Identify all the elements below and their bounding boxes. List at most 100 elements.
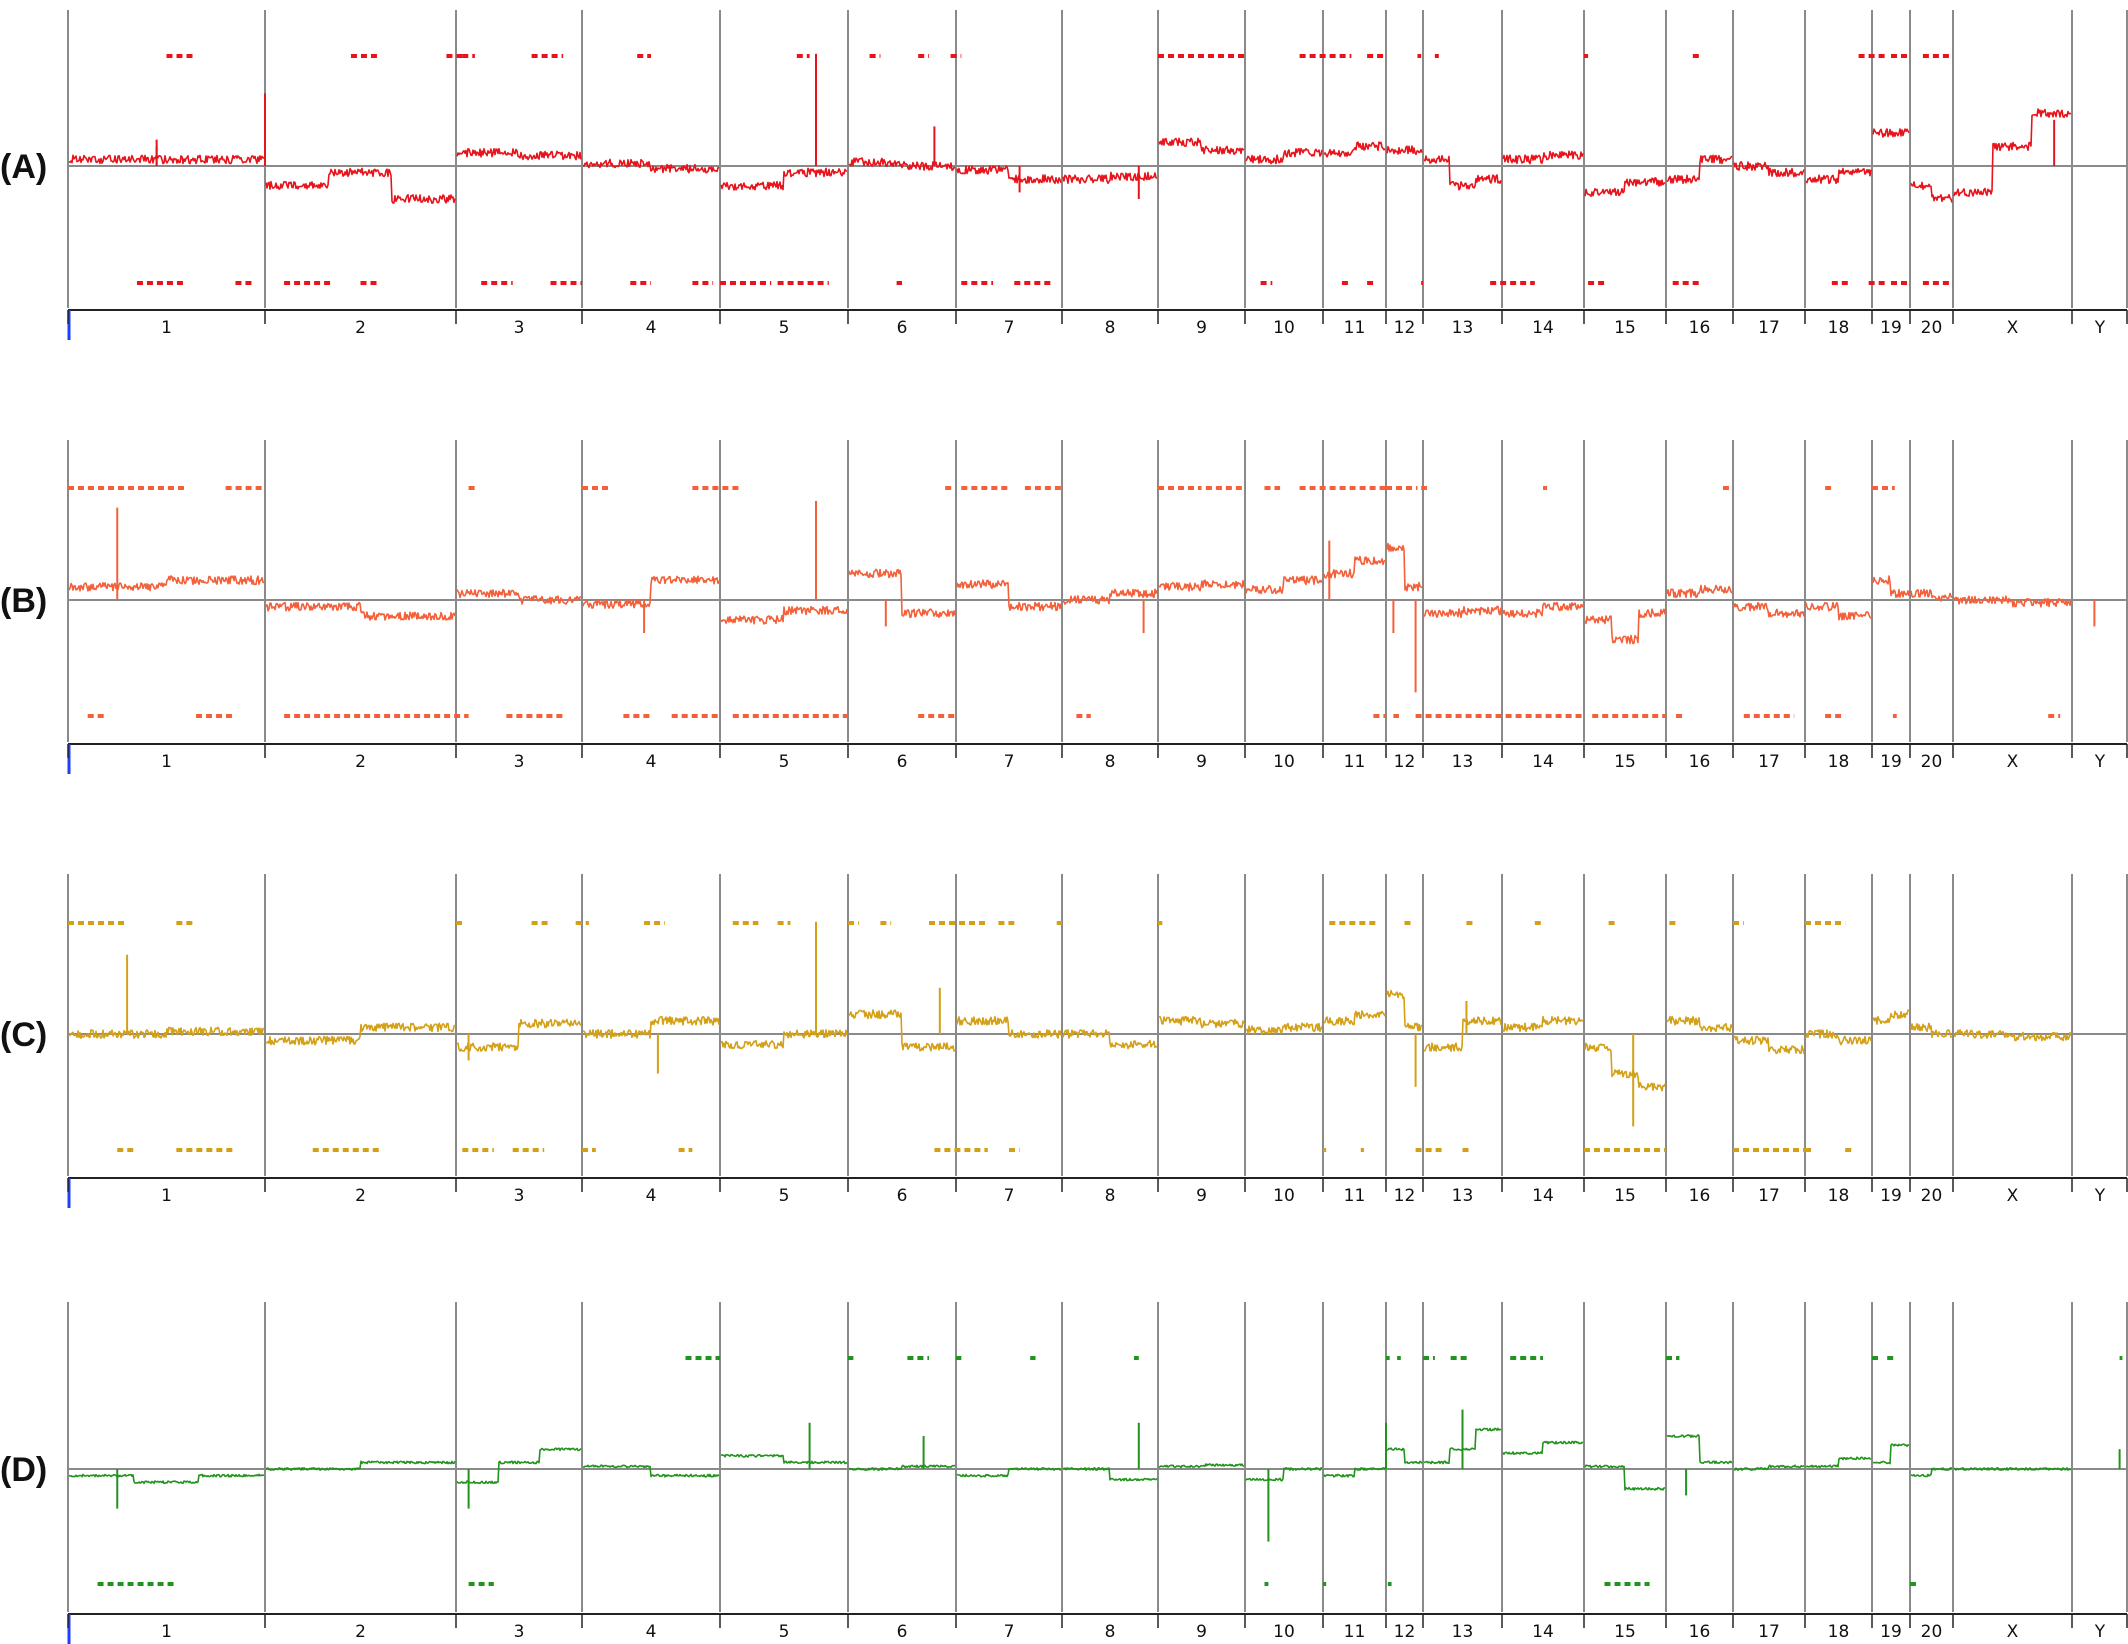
chromosome-label: 9 bbox=[1196, 1622, 1207, 1642]
chromosome-label: 5 bbox=[779, 1622, 790, 1642]
chromosome-label: 3 bbox=[514, 752, 525, 772]
chromosome-label: 2 bbox=[355, 318, 366, 338]
chromosome-label: 12 bbox=[1394, 752, 1416, 772]
chromosome-label: 14 bbox=[1532, 1622, 1554, 1642]
chr-X-ratio-trace bbox=[1953, 1467, 2072, 1471]
chr-3-ratio-trace bbox=[456, 588, 582, 605]
chr-20-ratio-trace bbox=[1910, 1467, 1953, 1478]
chr-18-ratio-trace bbox=[1805, 601, 1872, 621]
chromosome-label: 17 bbox=[1758, 752, 1780, 772]
chr-1-ratio-trace bbox=[68, 1473, 265, 1485]
chromosome-label: 17 bbox=[1758, 318, 1780, 338]
chr-8-ratio-trace bbox=[1062, 1029, 1158, 1050]
chromosome-label: 11 bbox=[1344, 752, 1366, 772]
chromosome-label: 10 bbox=[1273, 752, 1295, 772]
chromosome-label: X bbox=[2007, 1186, 2019, 1206]
chr-15-ratio-trace bbox=[1584, 608, 1666, 645]
chromosome-label: 10 bbox=[1273, 1622, 1295, 1642]
chromosome-label: 3 bbox=[514, 1186, 525, 1206]
chromosome-label: 3 bbox=[514, 318, 525, 338]
chromosome-label: 11 bbox=[1344, 1622, 1366, 1642]
chromosome-label: 15 bbox=[1614, 1622, 1636, 1642]
chromosome-label: 6 bbox=[897, 1186, 908, 1206]
chromosome-label: 14 bbox=[1532, 752, 1554, 772]
chromosome-label: 18 bbox=[1828, 1186, 1850, 1206]
chr-18-ratio-trace bbox=[1805, 1456, 1872, 1469]
chr-2-ratio-trace bbox=[265, 1022, 456, 1046]
chromosome-label: 16 bbox=[1689, 1622, 1711, 1642]
chr-3-ratio-trace bbox=[456, 1447, 582, 1485]
chromosome-label: 13 bbox=[1452, 752, 1474, 772]
chr-14-ratio-trace bbox=[1502, 1015, 1584, 1033]
chr-10-ratio-trace bbox=[1245, 1467, 1322, 1482]
chr-19-ratio-trace bbox=[1872, 128, 1910, 138]
chr-7-ratio-trace bbox=[956, 1467, 1062, 1478]
chr-10-ratio-trace bbox=[1245, 575, 1323, 595]
chromosome-label: 4 bbox=[646, 318, 657, 338]
chromosome-label: X bbox=[2007, 752, 2019, 772]
chr-8-ratio-trace bbox=[1062, 588, 1158, 605]
chromosome-label: 19 bbox=[1880, 1622, 1902, 1642]
chr-17-ratio-trace bbox=[1733, 1464, 1805, 1471]
chromosome-label: 12 bbox=[1394, 1186, 1416, 1206]
chromosome-label: X bbox=[2007, 318, 2019, 338]
chromosome-label: 5 bbox=[779, 318, 790, 338]
chromosome-label: 7 bbox=[1004, 752, 1015, 772]
chromosome-label: 18 bbox=[1828, 1622, 1850, 1642]
chr-5-ratio-trace bbox=[720, 1453, 848, 1465]
chromosome-label: 8 bbox=[1105, 318, 1116, 338]
chromosome-label: 20 bbox=[1921, 1622, 1943, 1642]
chromosome-label: 2 bbox=[355, 752, 366, 772]
chr-13-ratio-trace bbox=[1423, 605, 1502, 619]
chr-3-ratio-trace bbox=[456, 147, 582, 161]
chr-19-ratio-trace bbox=[1872, 575, 1910, 599]
chr-4-ratio-trace bbox=[582, 575, 720, 609]
chromosome-label: 1 bbox=[161, 1186, 172, 1206]
chromosome-label: 6 bbox=[897, 318, 908, 338]
chromosome-label: 19 bbox=[1880, 1186, 1902, 1206]
chr-7-ratio-trace bbox=[956, 165, 1062, 184]
chr-20-ratio-trace bbox=[1910, 181, 1953, 203]
chromosome-label: 20 bbox=[1921, 318, 1943, 338]
panel-label: (A) bbox=[0, 148, 47, 186]
chr-18-ratio-trace bbox=[1805, 167, 1872, 185]
chromosome-label: 16 bbox=[1689, 752, 1711, 772]
chr-15-ratio-trace bbox=[1584, 177, 1666, 197]
chromosome-label: X bbox=[2007, 1622, 2019, 1642]
chromosome-label: 7 bbox=[1004, 1622, 1015, 1642]
chromosome-label: 5 bbox=[779, 1186, 790, 1206]
chromosome-label: Y bbox=[2094, 318, 2106, 338]
chr-16-ratio-trace bbox=[1666, 584, 1733, 599]
chromosome-label: 1 bbox=[161, 1622, 172, 1642]
chr-8-ratio-trace bbox=[1062, 1467, 1158, 1482]
chr-7-ratio-trace bbox=[956, 579, 1062, 612]
chromosome-label: 12 bbox=[1394, 1622, 1416, 1642]
chromosome-label: 2 bbox=[355, 1186, 366, 1206]
chr-12-ratio-trace bbox=[1386, 989, 1423, 1032]
chromosome-label: Y bbox=[2094, 1186, 2106, 1206]
chr-12-ratio-trace bbox=[1386, 145, 1423, 156]
chr-17-ratio-trace bbox=[1733, 1035, 1805, 1055]
chromosome-label: 14 bbox=[1532, 1186, 1554, 1206]
chr-3-ratio-trace bbox=[456, 1018, 582, 1053]
chr-9-ratio-trace bbox=[1158, 1463, 1245, 1469]
chr-15-ratio-trace bbox=[1584, 1042, 1666, 1092]
chromosome-label: 1 bbox=[161, 752, 172, 772]
chr-10-ratio-trace bbox=[1245, 147, 1323, 165]
chr-4-ratio-trace bbox=[582, 1015, 720, 1039]
chromosome-label: 13 bbox=[1452, 318, 1474, 338]
chromosome-label: 4 bbox=[646, 1622, 657, 1642]
chromosome-label: 4 bbox=[646, 752, 657, 772]
chr-20-ratio-trace bbox=[1910, 1022, 1953, 1039]
chr-13-ratio-trace bbox=[1423, 1016, 1502, 1052]
chromosome-label: 8 bbox=[1105, 1622, 1116, 1642]
chr-6-ratio-trace bbox=[848, 1464, 956, 1471]
chr-X-ratio-trace bbox=[1953, 595, 2072, 608]
chr-5-ratio-trace bbox=[720, 1029, 848, 1050]
chromosome-label: 17 bbox=[1758, 1186, 1780, 1206]
chromosome-label: Y bbox=[2094, 1622, 2106, 1642]
panel-label: (B) bbox=[0, 582, 47, 620]
chr-11-ratio-trace bbox=[1323, 1010, 1386, 1026]
chr-14-ratio-trace bbox=[1502, 150, 1584, 165]
chromosome-label: 11 bbox=[1344, 318, 1366, 338]
